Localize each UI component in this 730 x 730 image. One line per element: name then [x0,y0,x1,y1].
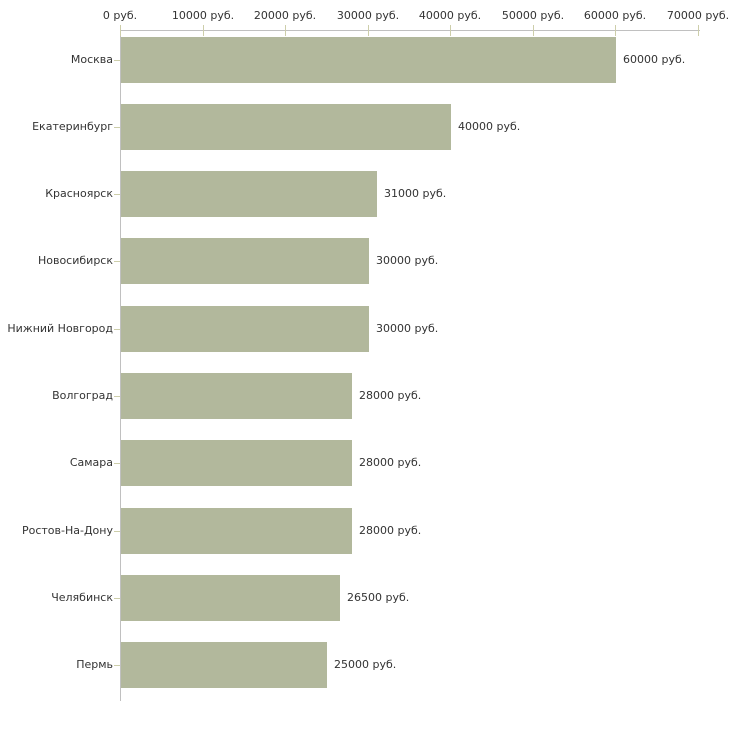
x-tick-mark [285,25,286,36]
value-label: 60000 руб. [623,53,686,66]
y-axis-line [120,30,121,701]
value-label: 28000 руб. [359,456,422,469]
y-tick-mark [114,463,120,464]
category-label: Ростов-На-Дону [21,524,113,537]
value-label: 40000 руб. [458,120,521,133]
bar [121,373,352,419]
value-label: 26500 руб. [347,591,410,604]
y-tick-mark [114,598,120,599]
value-label: 28000 руб. [359,389,422,402]
x-tick-mark [120,25,121,36]
x-tick-mark [615,25,616,36]
x-tick-label: 50000 руб. [501,9,565,22]
bar [121,37,616,83]
bar [121,642,327,688]
x-tick-label: 40000 руб. [418,9,482,22]
x-tick-label: 10000 руб. [171,9,235,22]
y-tick-mark [114,194,120,195]
category-label: Самара [69,456,113,469]
category-label: Челябинск [51,591,113,604]
bar [121,575,340,621]
x-tick-label: 0 руб. [102,9,138,22]
x-tick-mark [450,25,451,36]
category-label: Новосибирск [37,254,113,267]
y-tick-mark [114,60,120,61]
x-tick-label: 20000 руб. [253,9,317,22]
category-label: Пермь [76,658,113,671]
value-label: 28000 руб. [359,524,422,537]
category-label: Красноярск [45,187,113,200]
y-tick-mark [114,261,120,262]
category-label: Москва [70,53,113,66]
x-tick-mark [698,25,699,36]
bar [121,440,352,486]
x-tick-mark [203,25,204,36]
x-tick-mark [533,25,534,36]
y-tick-mark [114,396,120,397]
y-tick-mark [114,329,120,330]
value-label: 30000 руб. [376,322,439,335]
x-tick-mark [368,25,369,36]
bar [121,306,369,352]
value-label: 30000 руб. [376,254,439,267]
category-label: Екатеринбург [32,120,113,133]
category-label: Волгоград [52,389,113,402]
x-tick-label: 70000 руб. [666,9,730,22]
y-tick-mark [114,665,120,666]
value-label: 31000 руб. [384,187,447,200]
category-label: Нижний Новгород [7,322,113,335]
value-label: 25000 руб. [334,658,397,671]
y-tick-mark [114,127,120,128]
x-axis-line [120,30,700,31]
x-tick-label: 30000 руб. [336,9,400,22]
bar [121,104,451,150]
bar [121,508,352,554]
bar [121,238,369,284]
bar [121,171,377,217]
y-tick-mark [114,531,120,532]
x-tick-label: 60000 руб. [583,9,647,22]
